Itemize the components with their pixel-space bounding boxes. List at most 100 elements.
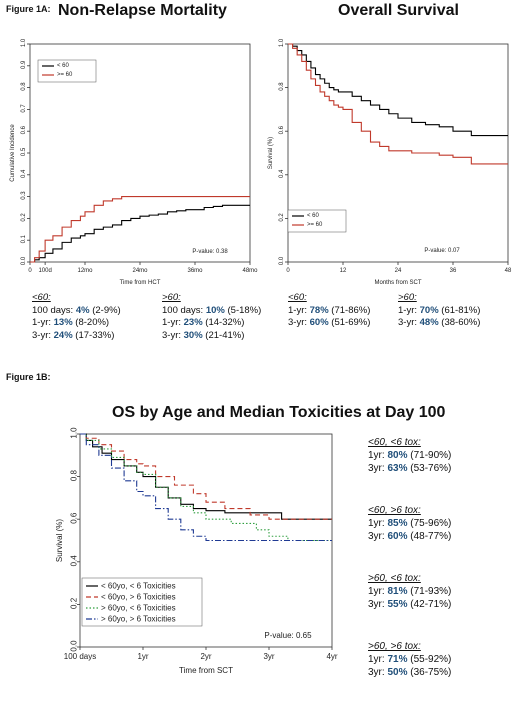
p-value-annotation: P-value: 0.07 — [424, 248, 460, 254]
stat-line: 3-yr: 30% (21-41%) — [162, 329, 245, 341]
figure-1b-label: Figure 1B: — [6, 372, 51, 382]
x-tick-label: 36mo — [187, 268, 203, 274]
stat-line: 1-yr: 70% (61-81%) — [398, 304, 481, 316]
legend-label: < 60 — [57, 63, 70, 69]
y-tick-label: 1.0 — [279, 38, 285, 47]
y-tick-label: 0.8 — [21, 82, 27, 91]
y-axis-label: Cumulative Incidence — [10, 124, 16, 182]
os-stats-lt60: <60: 1-yr: 78% (71-86%) 3-yr: 60% (51-69… — [288, 292, 370, 330]
y-axis-label: Survival (%) — [268, 137, 274, 169]
nrm-chart-title: Non-Relapse Mortality — [58, 2, 227, 19]
x-tick-label: 100d — [38, 268, 51, 274]
stat-line: 1-yr: 23% (14-32%) — [162, 317, 245, 328]
x-tick-label: 0 — [28, 268, 32, 274]
os-chart-title: Overall Survival — [338, 2, 459, 19]
series-line-2 — [80, 433, 332, 542]
os-stats-lt60-header: <60: — [288, 292, 307, 303]
series-line-0 — [80, 433, 332, 520]
stat-line: 1yr: 71% (55-92%) — [368, 654, 452, 665]
nrm-stats-ge60-header: >60: — [162, 292, 181, 303]
x-tick-label: 3yr — [263, 652, 274, 661]
y-tick-label: 0.2 — [21, 213, 27, 222]
legend-label: < 60 — [307, 213, 320, 219]
nrm-chart: 0.0 0.1 0.2 0.3 0.4 0.5 0.6 0.7 0.8 0.9 1.0 0 100d 12… — [10, 38, 258, 286]
x-tick-label: 1yr — [137, 652, 148, 661]
stat-line: 3yr: 63% (53-76%) — [368, 463, 452, 474]
y-tick-label: 0.0 — [21, 256, 27, 265]
x-tick-label: 36 — [450, 268, 457, 274]
tox-stats: <60, <6 tox: 1yr: 80% (71-90%) 3yr: 63% … — [368, 436, 451, 708]
legend-label: < 60yo, < 6 Toxicities — [101, 582, 176, 591]
x-axis-label: Time from SCT — [179, 666, 233, 675]
stat-line: 1yr: 85% (75-96%) — [368, 518, 452, 529]
y-tick-label: 0.4 — [70, 555, 79, 567]
legend-box — [81, 577, 203, 627]
y-tick-label: 0.0 — [70, 640, 79, 652]
p-value-annotation: P-value: 0.65 — [264, 631, 312, 640]
y-tick-label: 0.3 — [21, 191, 27, 200]
legend-label: >= 60 — [307, 222, 323, 228]
x-tick-label: 4yr — [326, 652, 337, 661]
stat-line: 1yr: 80% (71-90%) — [368, 450, 452, 461]
tox-stats-group: <60, >6 tox: 1yr: 85% (75-96%) 3yr: 60% … — [368, 505, 452, 542]
legend-label: > 60yo, < 6 Toxicities — [101, 604, 176, 613]
y-axis-label: Survival (%) — [55, 519, 64, 562]
stat-line: 1-yr: 78% (71-86%) — [288, 304, 371, 316]
x-tick-label: 12 — [340, 268, 347, 274]
nrm-stats-lt60: <60: 100 days: 4% (2-9%) 1-yr: 13% (8-20… — [32, 292, 121, 342]
legend-label: < 60yo, > 6 Toxicities — [101, 593, 176, 602]
stat-line: 100 days: 4% (2-9%) — [32, 304, 121, 316]
y-tick-label: 0.6 — [279, 125, 285, 134]
stat-line: 3yr: 50% (36-75%) — [368, 667, 452, 678]
stat-line: 3-yr: 60% (51-69%) — [288, 317, 371, 328]
series-line-1 — [80, 433, 332, 520]
stat-line: 3-yr: 24% (17-33%) — [32, 329, 115, 341]
y-tick-label: 0.7 — [21, 104, 27, 113]
series-line-0 — [288, 43, 508, 137]
stat-line: 1-yr: 13% (8-20%) — [32, 317, 110, 328]
y-tick-label: 0.2 — [279, 213, 285, 222]
stat-line: 3yr: 60% (48-77%) — [368, 531, 452, 542]
x-tick-label: 48mo — [242, 268, 258, 274]
x-axis-label: Months from SCT — [374, 280, 421, 286]
nrm-stats-ge60: >60: 100 days: 10% (5-18%) 1-yr: 23% (14… — [162, 292, 261, 342]
x-tick-label: 24 — [395, 268, 402, 274]
x-tick-label: 12mo — [77, 268, 93, 274]
series-line-1 — [30, 196, 250, 263]
figure-1a-label: Figure 1A: — [6, 4, 51, 14]
y-tick-label: 1.0 — [21, 38, 27, 47]
stat-line: 3-yr: 48% (38-60%) — [398, 317, 481, 328]
y-tick-label: 1.0 — [70, 427, 79, 439]
legend-label: >= 60 — [57, 72, 73, 78]
y-tick-label: 0.4 — [279, 169, 285, 178]
x-tick-label: 100 days — [64, 652, 96, 661]
y-tick-label: 0.1 — [21, 234, 27, 243]
y-tick-label: 0.4 — [21, 169, 27, 178]
y-tick-label: 0.5 — [21, 147, 27, 156]
series-line-1 — [288, 43, 508, 165]
p-value-annotation: P-value: 0.38 — [192, 249, 228, 255]
x-tick-label: 24mo — [132, 268, 148, 274]
tox-stats-group: >60, >6 tox: 1yr: 71% (55-92%) 3yr: 50% … — [368, 641, 452, 678]
y-tick-label: 0.8 — [279, 82, 285, 91]
os-stats-ge60-header: >60: — [398, 292, 417, 303]
y-tick-label: 0.9 — [21, 60, 27, 69]
x-tick-label: 0 — [286, 268, 290, 274]
os-chart: 0.0 0.2 0.4 0.6 0.8 1.0 0 12 24 36 48 Months from S… — [268, 38, 512, 286]
tox-stats-group: >60, <6 tox: 1yr: 81% (71-93%) 3yr: 55% … — [368, 573, 452, 610]
y-tick-label: 0.0 — [279, 256, 285, 265]
x-axis-label: Time from HCT — [120, 280, 161, 286]
tox-chart-title: OS by Age and Median Toxicities at Day 1… — [112, 404, 446, 421]
tox-stats-group: <60, <6 tox: 1yr: 80% (71-90%) 3yr: 63% … — [368, 437, 452, 474]
series-line-0 — [30, 204, 250, 263]
x-tick-label: 48 — [505, 268, 512, 274]
os-stats-ge60: >60: 1-yr: 70% (61-81%) 3-yr: 48% (38-60… — [398, 292, 480, 330]
stat-line: 1yr: 81% (71-93%) — [368, 586, 452, 597]
stat-line: 100 days: 10% (5-18%) — [162, 304, 262, 316]
x-tick-label: 2yr — [200, 652, 211, 661]
y-tick-label: 0.6 — [21, 125, 27, 134]
stat-line: 3yr: 55% (42-71%) — [368, 599, 452, 610]
nrm-stats-lt60-header: <60: — [32, 292, 51, 303]
tox-chart: 0.0 0.2 0.4 0.6 0.8 1.0 100 days 1yr 2yr 3yr 4yr Ti… — [55, 427, 338, 675]
series-line-3 — [80, 433, 332, 542]
